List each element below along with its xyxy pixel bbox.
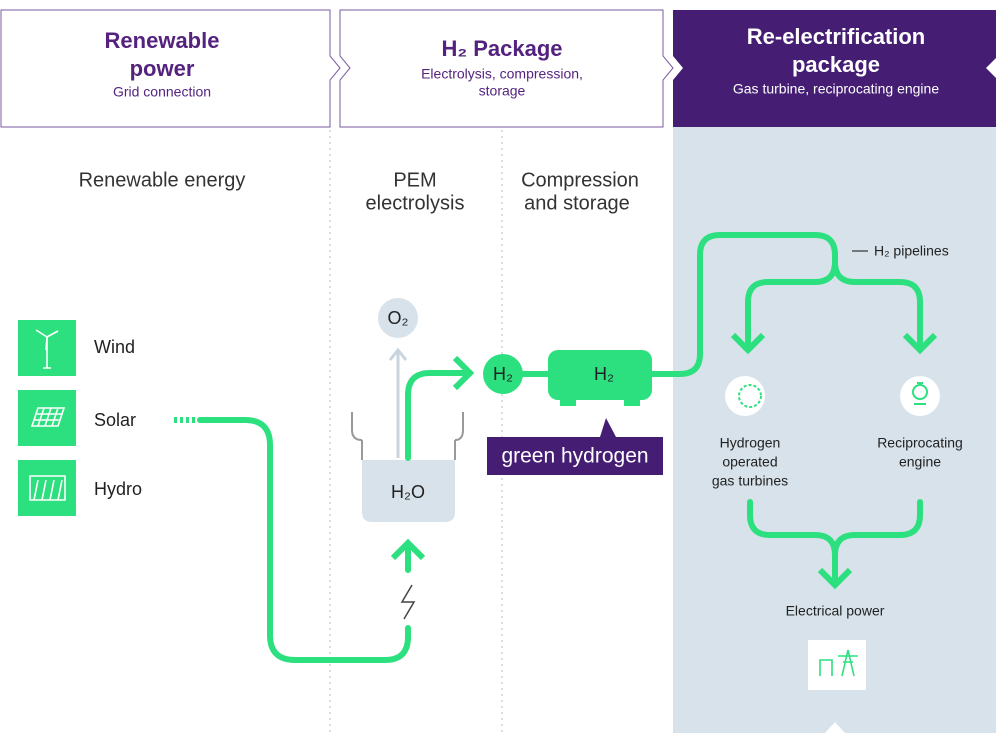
engine-icon [900,376,940,416]
oxygen-label: O₂ [388,308,409,328]
output-label: Reciprocating [877,435,963,451]
header-subtitle: storage [479,83,526,99]
oxygen-node [378,298,418,338]
pipelines-label: H₂ pipelines [874,243,949,259]
header-subtitle: Grid connection [113,84,211,100]
header-title: package [792,52,880,77]
pipeline [832,259,938,355]
beaker-rim [351,412,464,441]
output-label: Hydrogen [720,435,781,451]
result-label: Electrical power [786,603,885,619]
callout-label: green hydrogen [501,445,648,468]
header-title: H₂ Package [441,36,562,61]
oxygen-arrow [388,347,408,458]
source-label: Wind [94,337,135,357]
tank-label: H₂ [594,364,614,384]
wind-glyph [35,329,59,369]
turbine-glyph [738,384,762,408]
engine-glyph [912,382,929,405]
header-subtitle: Electrolysis, compression, [421,66,583,82]
header-title: power [130,56,195,81]
header-box [673,10,996,127]
panel [673,127,996,733]
header-box [0,9,341,128]
header-title: Re-electrification [747,24,926,49]
source-label: Hydro [94,479,142,499]
output-line [832,499,923,558]
pipeline [649,232,838,377]
hydro-glyph [29,475,66,501]
output-label: gas turbines [712,473,788,489]
turbine-icon [725,376,765,416]
result-glyph [819,649,858,677]
hydrogen-node [483,354,523,394]
output-label: operated [722,454,777,470]
hydrogen-line [405,355,475,461]
lightning-icon [400,584,416,620]
solar-glyph [30,407,66,427]
tank-foot [560,398,576,406]
water-label: H₂O [391,482,425,502]
beaker [362,460,455,522]
hydrogen-label: H₂ [493,364,513,384]
output-label: engine [899,454,941,470]
pointer [825,722,845,733]
header-title: Renewable [105,28,220,53]
header-box [339,9,674,128]
header-subtitle: Gas turbine, reciprocating engine [733,81,939,97]
stage-label: electrolysis [366,192,465,214]
callout [487,418,663,475]
tank [548,350,652,400]
stage-label: Renewable energy [79,169,246,191]
power-line [197,417,411,663]
beaker-wall [361,440,456,460]
result-icon [808,640,866,690]
stage-label: Compression [521,169,639,191]
source-label: Solar [94,410,136,430]
tank-foot [624,398,640,406]
stage-label: PEM [393,169,436,191]
stage-label: and storage [524,192,630,214]
hydro-icon [18,460,76,516]
